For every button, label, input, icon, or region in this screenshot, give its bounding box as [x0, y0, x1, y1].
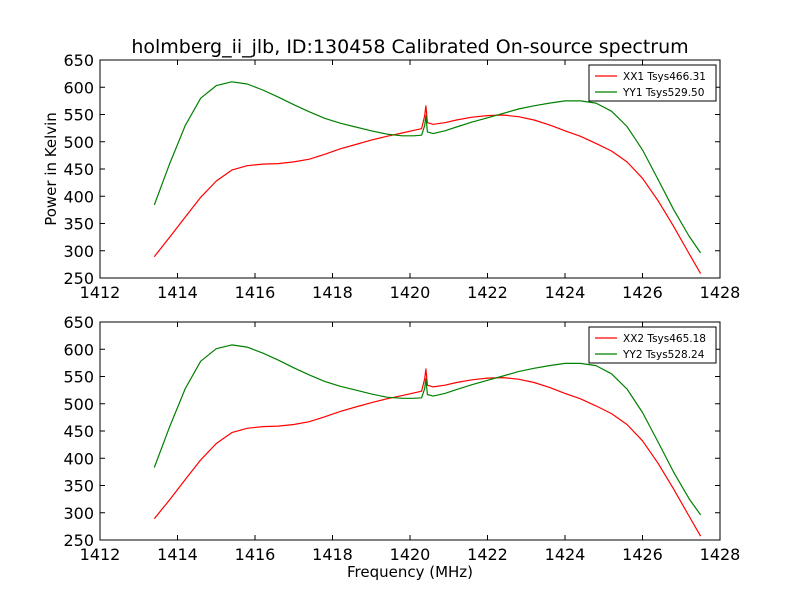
- legend-label-2-1: XX2 Tsys465.18: [623, 333, 706, 345]
- x-tick-label-1-1: 1414: [157, 283, 198, 302]
- x-tick-label-2-3: 1418: [312, 545, 353, 564]
- y-tick-label-2-4: 450: [63, 422, 94, 441]
- y-tick-label-2-6: 550: [63, 368, 94, 387]
- x-tick-label-2-4: 1420: [390, 545, 431, 564]
- x-tick-label-1-3: 1418: [312, 283, 353, 302]
- x-tick-label-1-0: 1412: [80, 283, 121, 302]
- series-line-1-1: [153, 105, 702, 274]
- y-tick-label-1-7: 600: [63, 78, 94, 97]
- series-line-2-2: [153, 344, 702, 516]
- legend-box-2: [588, 326, 717, 364]
- panel-1: 1412 1414 1416 1418 1420 1422 1424 1426 1428 250 3…: [42, 51, 740, 302]
- series-line-1-2: [153, 81, 702, 254]
- panel-2: 1412 1414 1416 1418 1420 1422 1424 1426 1428 250 3…: [63, 313, 740, 581]
- y-tick-label-1-0: 250: [63, 269, 94, 288]
- x-tick-label-2-1: 1414: [157, 545, 198, 564]
- y-tick-label-2-1: 300: [63, 504, 94, 523]
- x-tick-label-1-2: 1416: [235, 283, 276, 302]
- panels: 1412 1414 1416 1418 1420 1422 1424 1426 1428 250 3…: [42, 51, 740, 581]
- x-tick-label-2-0: 1412: [80, 545, 121, 564]
- legend-1: XX1 Tsys466.31 YY1 Tsys529.50: [588, 64, 717, 102]
- x-tick-label-2-8: 1428: [700, 545, 741, 564]
- x-tick-label-1-6: 1424: [545, 283, 586, 302]
- x-tick-label-1-5: 1422: [467, 283, 508, 302]
- y-tick-label-2-8: 650: [63, 313, 94, 332]
- y-tick-label-2-2: 350: [63, 477, 94, 496]
- y-tick-label-1-6: 550: [63, 106, 94, 125]
- y-axis-label-1: Power in Kelvin: [42, 112, 60, 226]
- y-tick-label-1-4: 450: [63, 160, 94, 179]
- y-tick-label-2-3: 400: [63, 449, 94, 468]
- y-tick-label-1-1: 300: [63, 242, 94, 261]
- y-tick-label-2-5: 500: [63, 395, 94, 414]
- y-tick-label-2-7: 600: [63, 340, 94, 359]
- y-tick-label-1-2: 350: [63, 215, 94, 234]
- legend-label-1-1: XX1 Tsys466.31: [623, 71, 706, 83]
- y-tick-label-1-3: 400: [63, 187, 94, 206]
- legend-2: XX2 Tsys465.18 YY2 Tsys528.24: [588, 326, 717, 364]
- x-tick-label-1-8: 1428: [700, 283, 741, 302]
- x-tick-label-2-7: 1426: [622, 545, 663, 564]
- y-tick-label-1-8: 650: [63, 51, 94, 70]
- y-tick-label-1-5: 500: [63, 133, 94, 152]
- x-tick-label-1-4: 1420: [390, 283, 431, 302]
- y-tick-label-2-0: 250: [63, 531, 94, 550]
- x-axis-label-2: Frequency (MHz): [347, 563, 473, 581]
- x-tick-label-2-6: 1424: [545, 545, 586, 564]
- x-tick-label-2-2: 1416: [235, 545, 276, 564]
- legend-box-1: [588, 64, 717, 102]
- x-tick-label-2-5: 1422: [467, 545, 508, 564]
- legend-label-2-2: YY2 Tsys528.24: [622, 349, 705, 361]
- x-tick-label-1-7: 1426: [622, 283, 663, 302]
- chart-title: holmberg_ii_jlb, ID:130458 Calibrated On…: [131, 36, 688, 58]
- series-line-2-1: [153, 368, 702, 537]
- legend-label-1-2: YY1 Tsys529.50: [622, 87, 704, 99]
